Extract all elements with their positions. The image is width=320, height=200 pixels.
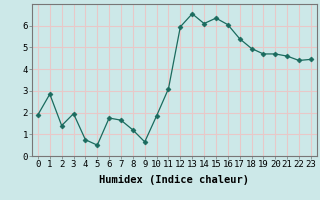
X-axis label: Humidex (Indice chaleur): Humidex (Indice chaleur) — [100, 175, 249, 185]
